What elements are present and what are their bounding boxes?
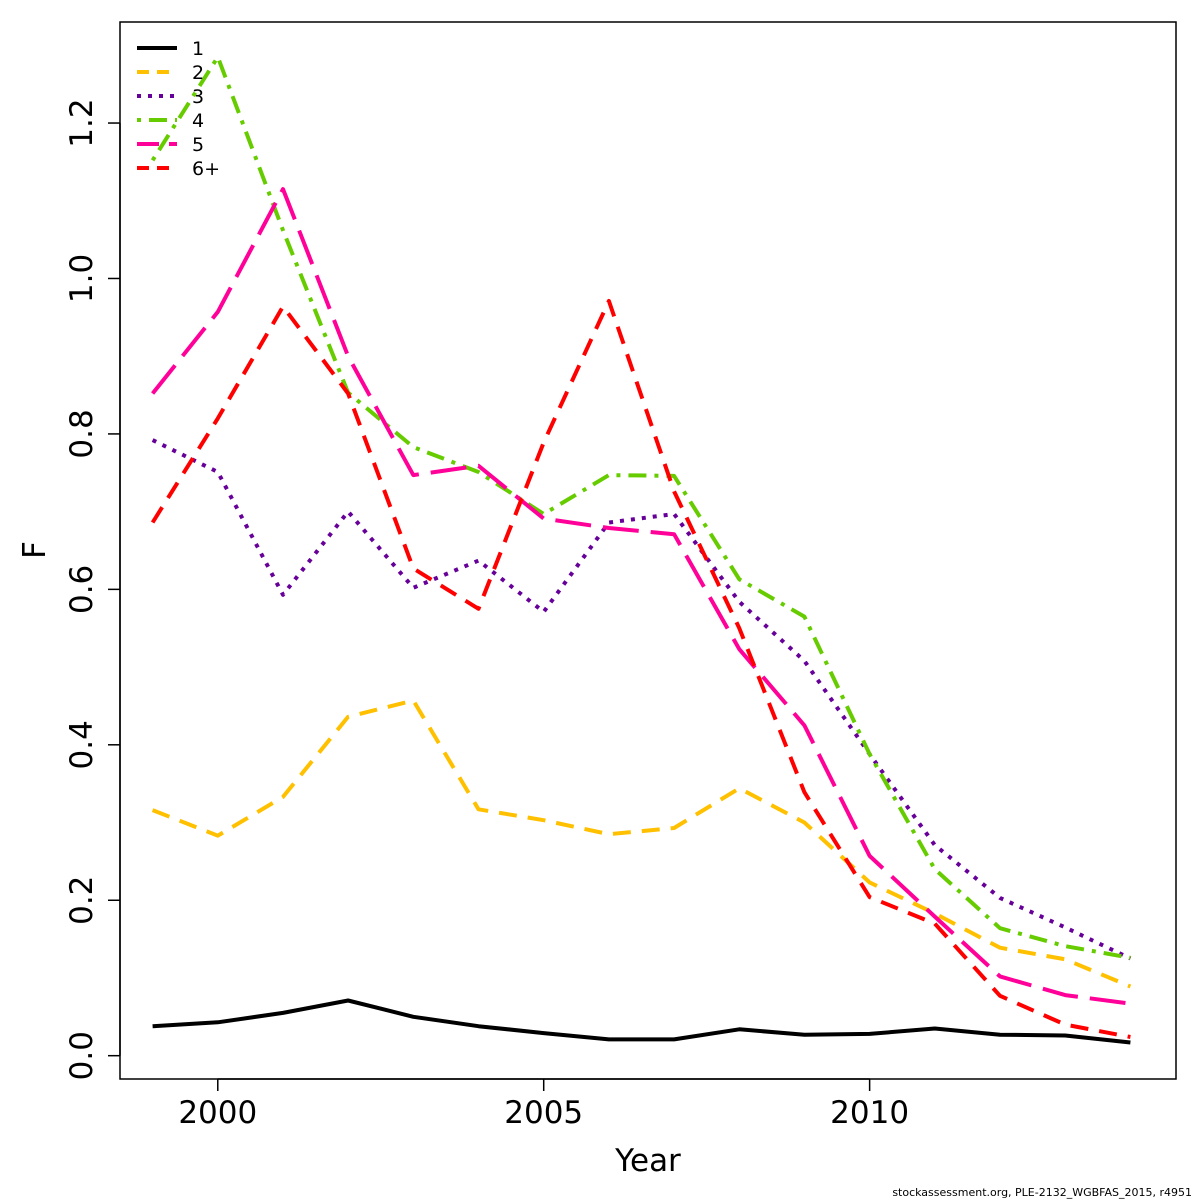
series-line-6 [150,299,1131,1039]
x-tick-label: 2005 [504,1095,583,1131]
series-line-2 [151,698,1132,989]
legend-label: 3 [192,86,204,108]
x-tick-label: 2010 [830,1095,909,1131]
legend-label: 4 [192,110,204,132]
y-axis: 0.0 0.2 0.4 0.6 0.8 1.0 1.2 [64,98,121,1080]
footer-credit: stockassessment.org, PLE-2132_WGBFAS_201… [892,1186,1192,1199]
series-line-5 [151,187,1131,1006]
y-axis-title: F [17,541,53,559]
legend-label: 2 [192,62,204,84]
legend-label: 1 [192,38,204,60]
y-tick-label: 0.8 [64,409,100,458]
legend-label: 6+ [192,158,220,180]
x-axis-title: Year [614,1143,681,1179]
y-tick-label: 0.4 [64,720,100,769]
series-line-4 [150,55,1131,960]
series-line-3 [151,438,1132,961]
y-tick-label: 1.0 [64,254,100,303]
series-layer [150,55,1132,1045]
y-tick-label: 0.0 [64,1031,100,1080]
y-tick-label: 1.2 [64,98,100,147]
y-tick-label: 0.2 [64,876,100,925]
plot-frame [119,21,1177,1080]
series-line-1 [152,998,1131,1045]
x-axis: 2000 2005 2010 [178,1078,909,1131]
legend-label: 5 [192,134,204,156]
x-tick-label: 2000 [178,1095,257,1131]
y-tick-label: 0.6 [64,565,100,614]
